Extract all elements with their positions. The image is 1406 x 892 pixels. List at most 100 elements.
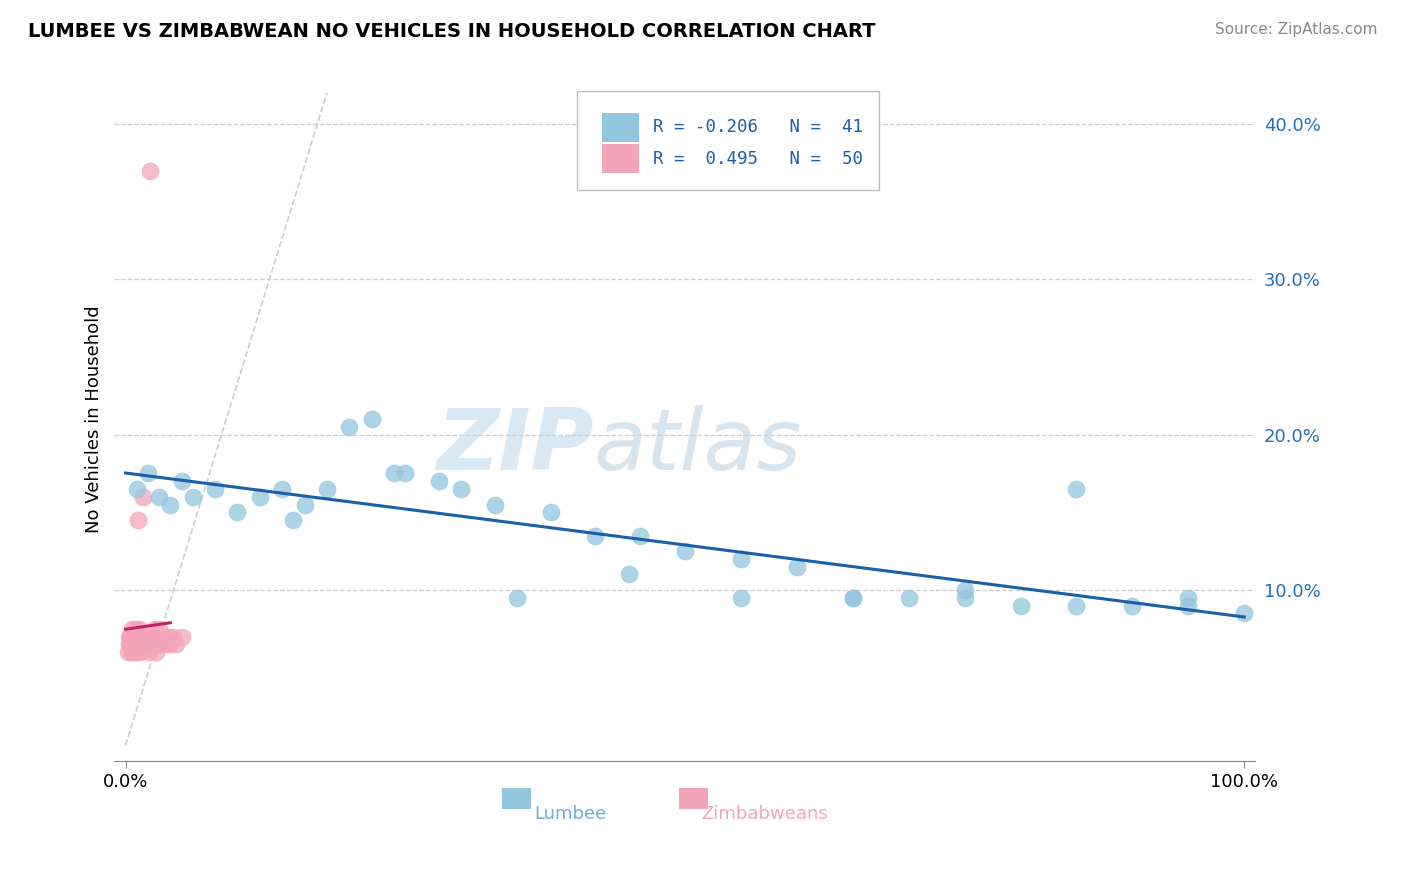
Point [125,630,148,644]
Point [159,498,181,512]
Point [129,645,152,659]
Point [129,630,152,644]
Point [953,591,976,605]
Point [141,637,163,651]
Point [730,552,752,566]
Point [360,412,382,426]
Point [124,637,146,651]
Point [125,637,148,651]
Point [294,498,316,512]
Text: R = -0.206   N =  41: R = -0.206 N = 41 [652,119,863,136]
Text: Zimbabweans: Zimbabweans [702,805,828,823]
Text: Lumbee: Lumbee [534,805,607,823]
Point [170,475,193,489]
Point [506,591,529,605]
Point [155,637,177,651]
Point [121,637,143,651]
Point [283,513,305,527]
Point [138,645,160,659]
Point [1010,599,1032,613]
Point [122,630,145,644]
Point [150,637,173,651]
Point [143,622,166,636]
Point [145,645,167,659]
FancyBboxPatch shape [679,789,707,809]
Point [181,490,204,504]
Point [1233,607,1256,621]
Point [316,482,339,496]
Y-axis label: No Vehicles in Household: No Vehicles in Household [86,305,103,533]
Point [139,163,162,178]
Point [159,637,181,651]
Point [127,645,149,659]
Point [120,630,142,644]
Point [122,645,145,659]
Point [226,505,249,519]
Text: Source: ZipAtlas.com: Source: ZipAtlas.com [1215,22,1378,37]
Point [394,467,416,481]
Point [148,622,170,636]
Point [136,467,159,481]
Point [142,637,165,651]
Point [135,630,157,644]
Point [628,528,651,542]
Point [337,420,360,434]
Point [120,645,142,659]
Text: ZIP: ZIP [436,405,593,488]
Point [152,630,174,644]
Point [124,645,146,659]
Point [124,622,146,636]
FancyBboxPatch shape [602,145,640,173]
Point [1177,591,1199,605]
Point [141,630,163,644]
Point [786,559,808,574]
Point [120,630,142,644]
Point [117,645,139,659]
Point [118,637,141,651]
Text: R =  0.495   N =  50: R = 0.495 N = 50 [652,150,863,168]
FancyBboxPatch shape [602,113,640,142]
Point [842,591,865,605]
Point [129,637,152,651]
Point [1121,599,1143,613]
Point [617,567,640,582]
Text: atlas: atlas [593,405,801,488]
Point [1066,599,1088,613]
Point [204,482,226,496]
Point [128,622,150,636]
Point [129,630,152,644]
Point [131,630,153,644]
FancyBboxPatch shape [502,789,531,809]
Point [146,637,169,651]
Point [427,475,450,489]
Point [382,467,405,481]
Point [1177,599,1199,613]
Point [124,630,146,644]
Point [118,630,141,644]
Point [157,630,180,644]
Point [673,544,696,558]
Point [249,490,271,504]
Point [484,498,506,512]
Point [136,630,159,644]
Point [450,482,472,496]
Point [135,637,157,651]
Point [120,637,142,651]
Point [162,630,184,644]
FancyBboxPatch shape [576,91,879,190]
Point [585,528,607,542]
Point [132,490,155,504]
Point [271,482,294,496]
Point [1066,482,1088,496]
Point [148,490,170,504]
Point [128,630,150,644]
Point [842,591,865,605]
Point [165,637,187,651]
Point [730,591,752,605]
Point [127,513,149,527]
Point [121,622,143,636]
Text: LUMBEE VS ZIMBABWEAN NO VEHICLES IN HOUSEHOLD CORRELATION CHART: LUMBEE VS ZIMBABWEAN NO VEHICLES IN HOUS… [28,22,876,41]
Point [125,482,148,496]
Point [146,630,169,644]
Point [540,505,562,519]
